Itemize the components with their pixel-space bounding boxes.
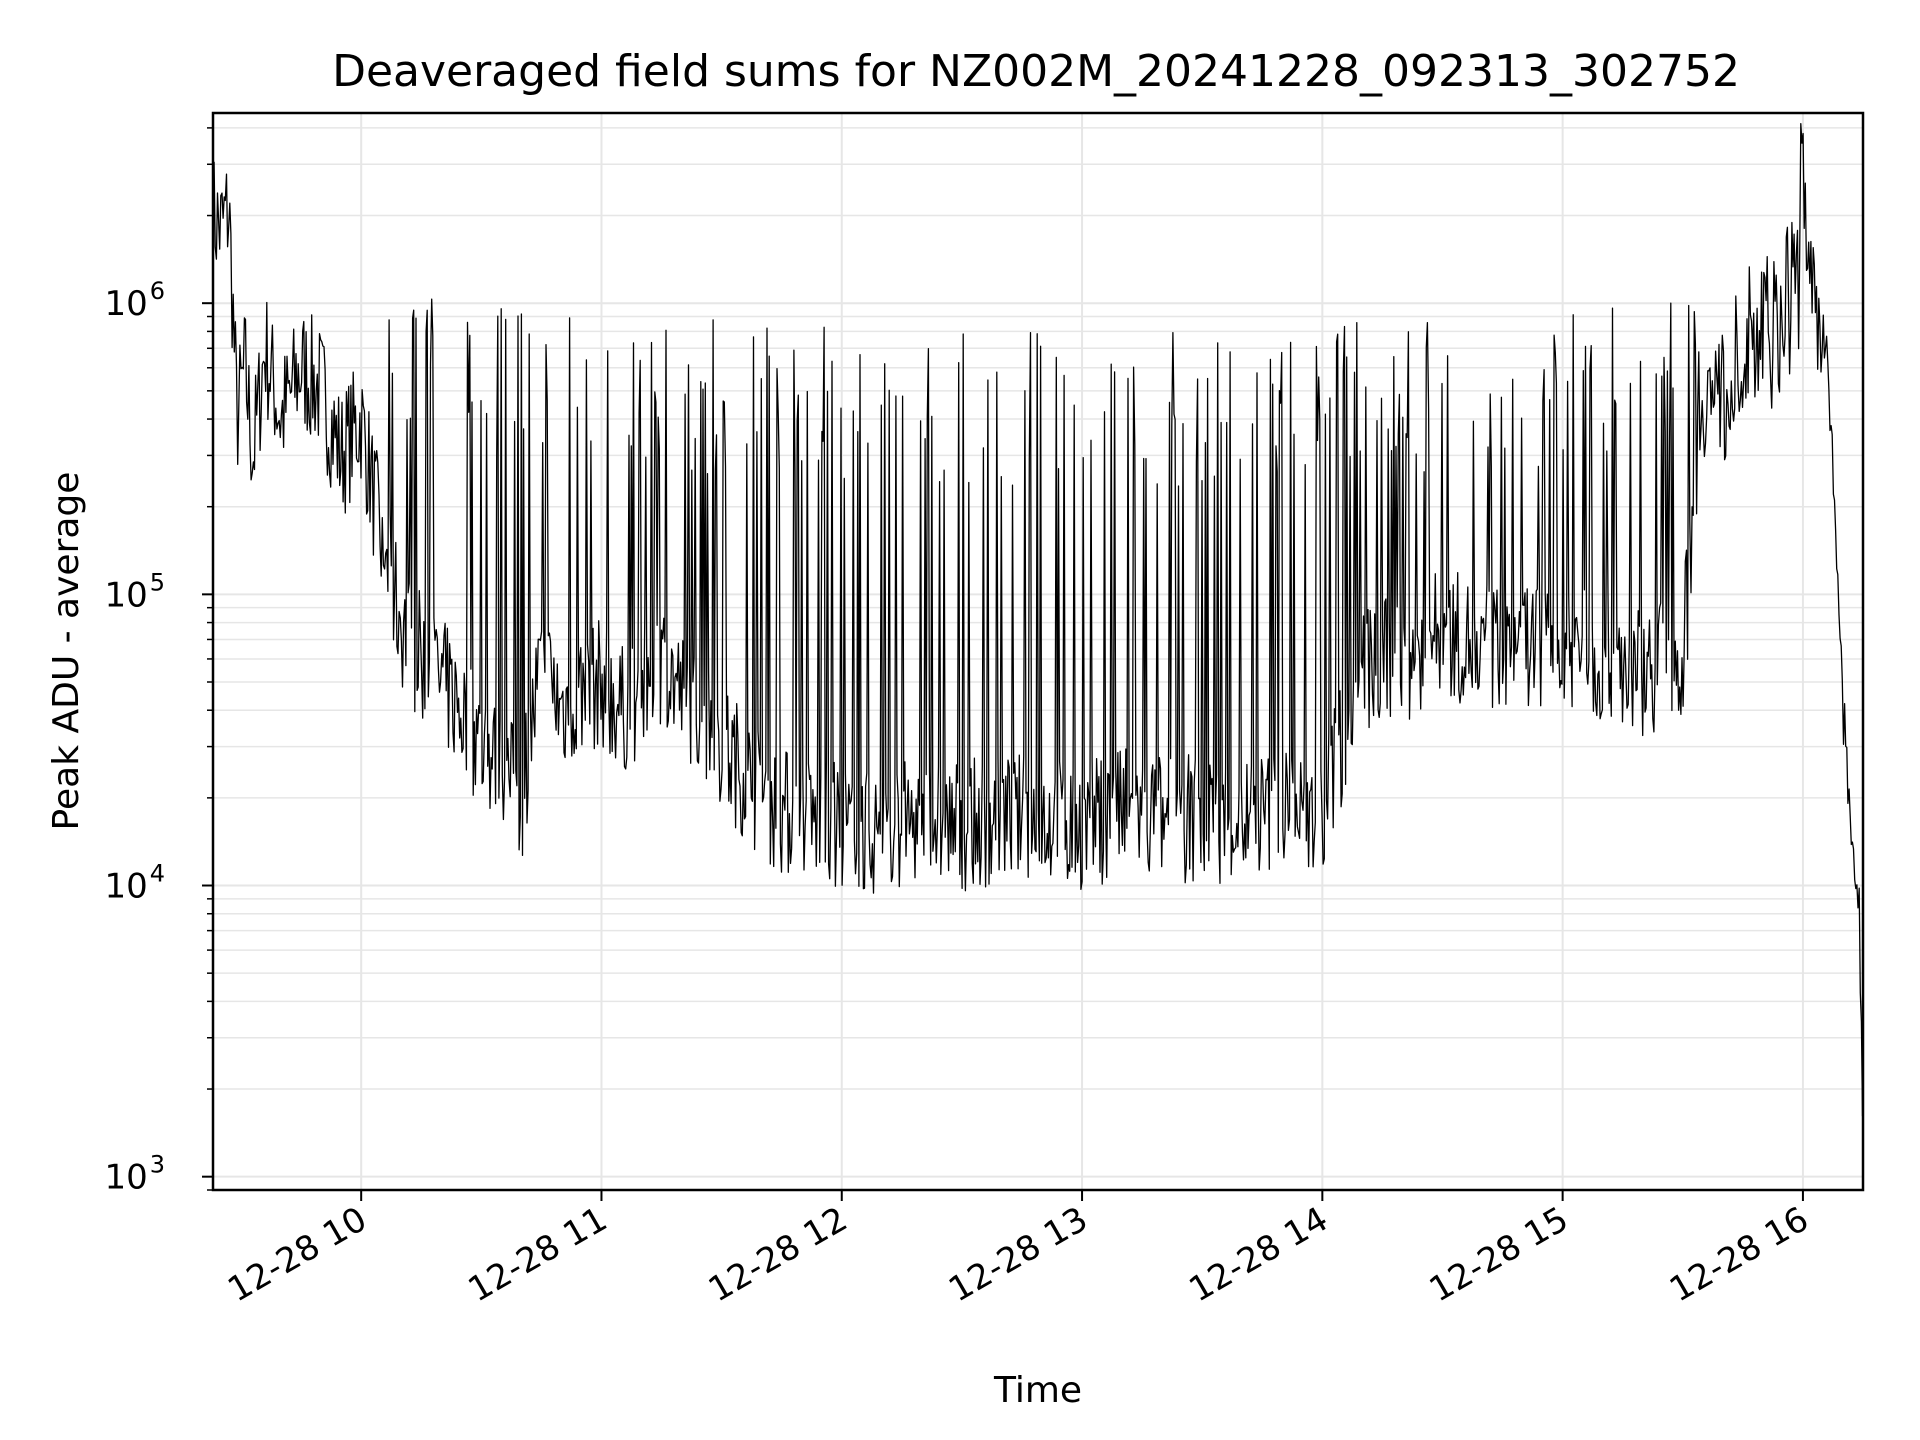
x-tick-label: 12-28 13 — [942, 1199, 1094, 1310]
x-tick-label: 12-28 15 — [1423, 1199, 1575, 1310]
tick-marks — [202, 127, 1804, 1201]
x-axis-title: Time — [993, 1370, 1082, 1411]
y-tick-label: 103 — [104, 1151, 165, 1198]
y-tick-label: 105 — [104, 568, 165, 615]
x-tick-label: 12-28 11 — [462, 1199, 614, 1310]
plot-frame — [211, 111, 1865, 1192]
x-tick-label: 12-28 12 — [702, 1199, 854, 1310]
series-line — [212, 123, 1864, 1117]
series-layer — [212, 123, 1864, 1117]
x-tick-label: 12-28 16 — [1663, 1199, 1815, 1310]
chart-title: Deaveraged field sums for NZ002M_2024122… — [332, 46, 1740, 97]
y-tick-label: 104 — [104, 860, 165, 907]
y-tick-labels: 103 104 105 106 — [104, 277, 165, 1197]
y-tick-label: 106 — [104, 277, 165, 324]
x-tick-labels: 12-28 10 12-28 11 12-28 12 12-28 13 12-28 14… — [221, 1199, 1815, 1310]
y-axis-title: Peak ADU - average — [46, 472, 87, 831]
x-tick-label: 12-28 14 — [1182, 1199, 1334, 1310]
x-tick-label: 12-28 10 — [221, 1199, 373, 1310]
